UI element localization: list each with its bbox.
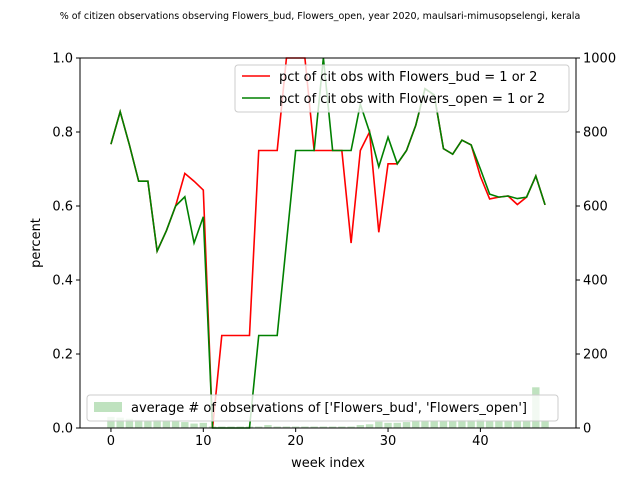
obs-bar [495, 420, 503, 428]
y-tick-label: 0.0 [52, 422, 73, 437]
obs-bar [181, 422, 189, 428]
obs-bar [107, 416, 115, 428]
obs-bar [393, 422, 401, 428]
series-line-flowers-bud [110, 57, 546, 429]
obs-bar [134, 419, 143, 428]
obs-bar [282, 426, 291, 428]
obs-bar [162, 420, 171, 428]
obs-bar [310, 426, 318, 428]
y-axis-left: 0.0 0.2 0.4 0.6 0.8 1.0 [52, 52, 80, 437]
obs-bar [467, 419, 475, 428]
y-axis-label: percent [29, 218, 44, 268]
y2-tick-label: 400 [583, 274, 608, 289]
line-legend: pct of cit obs with Flowers_bud = 1 or 2… [234, 64, 570, 113]
y-tick-label: 0.6 [52, 200, 73, 215]
x-tick-label: 0 [107, 434, 115, 449]
obs-bar [375, 421, 383, 428]
obs-bar [412, 421, 420, 428]
bar-legend-box [86, 394, 559, 422]
obs-bar [153, 419, 161, 428]
obs-bar [365, 424, 374, 428]
obs-bar [264, 425, 272, 428]
obs-bar [439, 420, 448, 428]
percent-lines [110, 57, 546, 429]
x-tick-label: 10 [195, 434, 212, 449]
y2-tick-label: 800 [583, 126, 608, 141]
obs-bar [273, 426, 281, 428]
obs-bar [430, 421, 438, 428]
obs-bar [476, 419, 485, 428]
obs-bar [125, 418, 134, 428]
legend-label-bars: average # of observations of ['Flowers_b… [131, 401, 527, 416]
obs-bar [190, 423, 198, 428]
y-tick-label: 0.2 [52, 348, 73, 363]
obs-bar [356, 425, 365, 428]
x-tick-label: 30 [380, 434, 397, 449]
chart-title: % of citizen observations observing Flow… [60, 11, 581, 22]
obs-bar [255, 426, 263, 428]
y-tick-label: 1.0 [52, 52, 73, 67]
obs-bar [171, 421, 180, 428]
obs-bar [338, 426, 346, 428]
bar-legend: average # of observations of ['Flowers_b… [86, 394, 559, 422]
y2-tick-label: 0 [583, 422, 591, 437]
obs-bar [291, 426, 300, 428]
y2-tick-label: 200 [583, 348, 608, 363]
y-tick-label: 0.4 [52, 274, 73, 289]
x-tick-label: 40 [472, 434, 489, 449]
series-line-flowers-open [110, 57, 546, 429]
legend-label-open: pct of cit obs with Flowers_open = 1 or … [279, 92, 545, 107]
obs-bar [328, 426, 337, 428]
obs-bar [448, 420, 457, 428]
obs-bar [199, 422, 208, 428]
obs-bar [402, 422, 411, 428]
obs-bar [347, 426, 355, 428]
obs-bar [522, 421, 531, 428]
legend-swatch-bars [94, 402, 122, 412]
obs-bar [504, 420, 512, 428]
y2-tick-label: 600 [583, 200, 608, 215]
obs-bar [319, 426, 328, 428]
plot-frame [79, 57, 577, 429]
obs-bar [421, 421, 429, 428]
legend-label-bud: pct of cit obs with Flowers_bud = 1 or 2 [279, 70, 537, 85]
x-axis-label: week index [291, 456, 365, 471]
y2-tick-label: 1000 [583, 52, 616, 67]
line-legend-box [234, 64, 570, 113]
obs-bar [513, 421, 522, 428]
y-axis-right: 0 200 400 600 800 1000 [576, 52, 616, 437]
obs-bar [541, 420, 549, 428]
obs-bar [485, 420, 494, 428]
obs-bar [384, 422, 392, 428]
y-tick-label: 0.8 [52, 126, 73, 141]
obs-bar [458, 419, 466, 428]
obs-bar [144, 420, 152, 428]
x-tick-label: 20 [287, 434, 304, 449]
x-axis: 0 10 20 30 40 [107, 428, 489, 449]
obs-bar [116, 417, 124, 428]
obs-bar [301, 426, 309, 428]
